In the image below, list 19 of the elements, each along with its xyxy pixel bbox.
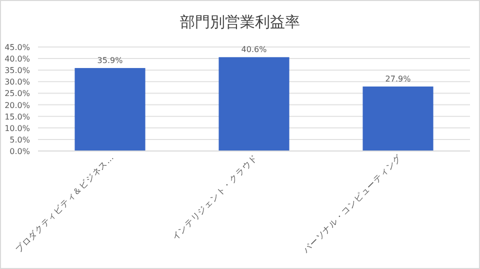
y-tick-label: 35.0% xyxy=(4,66,30,76)
x-tick-label: インテリジェント・クラウド xyxy=(170,153,260,243)
y-tick-label: 45.0% xyxy=(4,43,30,52)
bar xyxy=(74,68,146,151)
y-tick-label: 40.0% xyxy=(4,54,30,64)
x-tick-label: パーソナル・コンピューティング xyxy=(300,152,405,256)
data-label: 35.9% xyxy=(97,56,124,66)
data-label: 40.6% xyxy=(241,45,268,54)
bar xyxy=(362,86,434,151)
data-label: 27.9% xyxy=(385,74,412,84)
y-tick-label: 30.0% xyxy=(4,78,30,87)
y-tick-label: 25.0% xyxy=(4,89,30,98)
bar xyxy=(218,57,290,151)
y-tick-label: 15.0% xyxy=(4,112,30,122)
y-tick-label: 20.0% xyxy=(4,100,30,110)
y-tick-label: 5.0% xyxy=(10,135,30,144)
y-tick-label: 0.0% xyxy=(10,147,30,156)
y-tick-label: 10.0% xyxy=(4,124,30,133)
chart-title: 部門別営業利益率 xyxy=(180,13,300,31)
